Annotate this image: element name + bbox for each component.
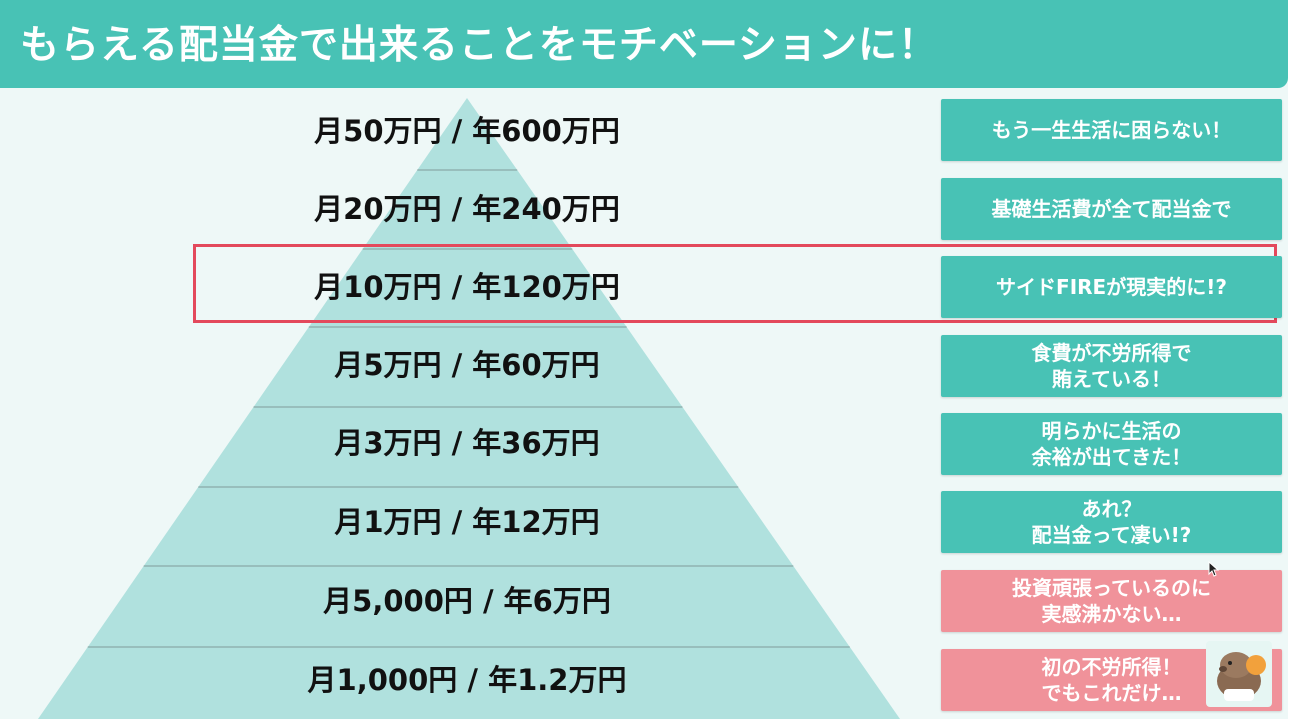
tier-label: 月1,000円 / 年1.2万円: [307, 663, 627, 697]
tier-label: 月10万円 / 年120万円: [314, 270, 620, 304]
tier-note: あれ？ 配当金って凄い!?: [941, 491, 1282, 553]
tier-note: 明らかに生活の 余裕が出てきた！: [941, 413, 1282, 475]
tier-label: 月3万円 / 年36万円: [334, 426, 600, 460]
tier-label: 月50万円 / 年600万円: [314, 114, 620, 148]
tier-note: もう一生生活に困らない！: [941, 99, 1282, 161]
mouse-cursor-icon: [1208, 561, 1220, 577]
tier-dividers: [87, 169, 850, 648]
pyramid-shape: [38, 98, 900, 719]
tier-note: 投資頑張っているのに 実感沸かない…: [941, 570, 1282, 632]
tier-label: 月1万円 / 年12万円: [334, 505, 600, 539]
tier-label: 月5,000円 / 年6万円: [323, 584, 611, 618]
tier-note: 基礎生活費が全て配当金で: [941, 178, 1282, 240]
page-title: もらえる配当金で出来ることをモチベーションに！: [20, 23, 939, 68]
tier-note: 食費が不労所得で 賄えている！: [941, 335, 1282, 397]
header-bar: もらえる配当金で出来ることをモチベーションに！: [0, 0, 1288, 88]
tier-note: サイドFIREが現実的に!?: [941, 256, 1282, 318]
capybara-mascot-icon: [1206, 641, 1272, 707]
tier-label: 月5万円 / 年60万円: [334, 348, 600, 382]
tier-label: 月20万円 / 年240万円: [314, 192, 620, 226]
